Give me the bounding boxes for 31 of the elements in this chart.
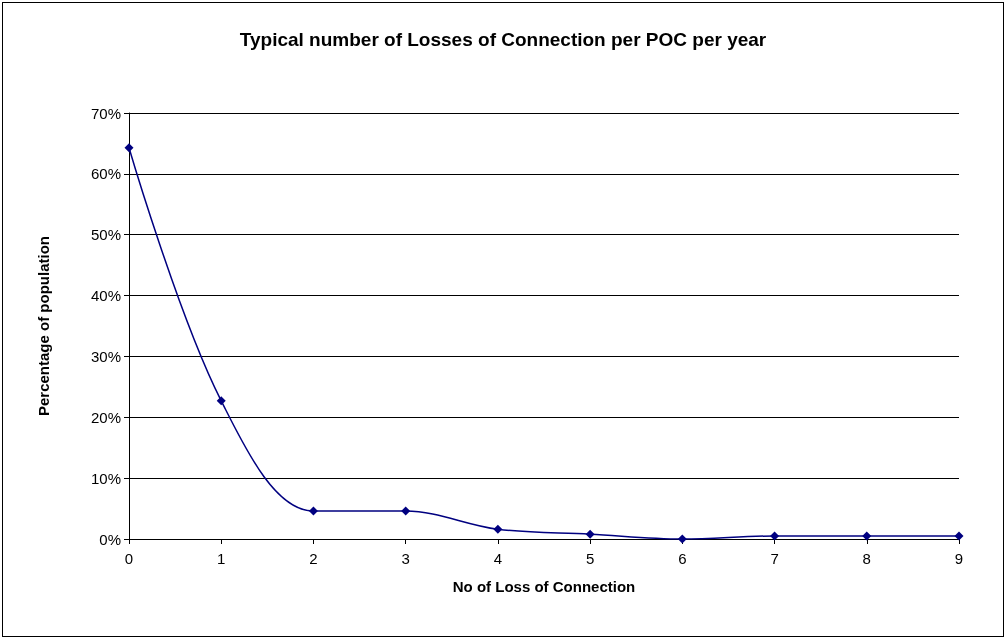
- point: [493, 524, 503, 534]
- y-tick-label: 20%: [90, 408, 121, 426]
- point: [124, 143, 134, 153]
- point: [677, 534, 687, 544]
- x-tick-label: 8: [862, 550, 871, 567]
- x-tick-label: 5: [585, 550, 595, 567]
- chart-title: Typical number of Losses of Connection per POC per year: [239, 29, 767, 50]
- point: [862, 531, 872, 541]
- point: [585, 529, 595, 539]
- x-tick-label: 0: [124, 550, 134, 567]
- x-tick-label: 4: [493, 550, 503, 567]
- x-tick-label: 7: [770, 550, 779, 567]
- y-axis-title: Percentage of population: [35, 235, 52, 417]
- y-tick-label: 60%: [90, 165, 121, 183]
- x-tick-label: 2: [309, 550, 318, 567]
- y-tick-label: 10%: [90, 469, 121, 487]
- point: [954, 531, 964, 541]
- point: [401, 506, 411, 516]
- point: [216, 396, 226, 406]
- point: [308, 506, 318, 516]
- point: [770, 531, 780, 541]
- x-axis-title: No of Loss of Connection: [452, 578, 636, 595]
- y-tick-label: 30%: [90, 347, 121, 365]
- x-tick-label: 9: [954, 550, 964, 567]
- y-tick-label: 40%: [90, 287, 121, 305]
- x-tick-label: 1: [217, 550, 226, 567]
- x-tick-label: 6: [678, 550, 687, 567]
- y-tick-label: 0%: [99, 530, 121, 548]
- y-tick-label: 70%: [90, 104, 121, 122]
- y-tick-label: 50%: [90, 226, 121, 244]
- x-tick-label: 3: [401, 550, 410, 567]
